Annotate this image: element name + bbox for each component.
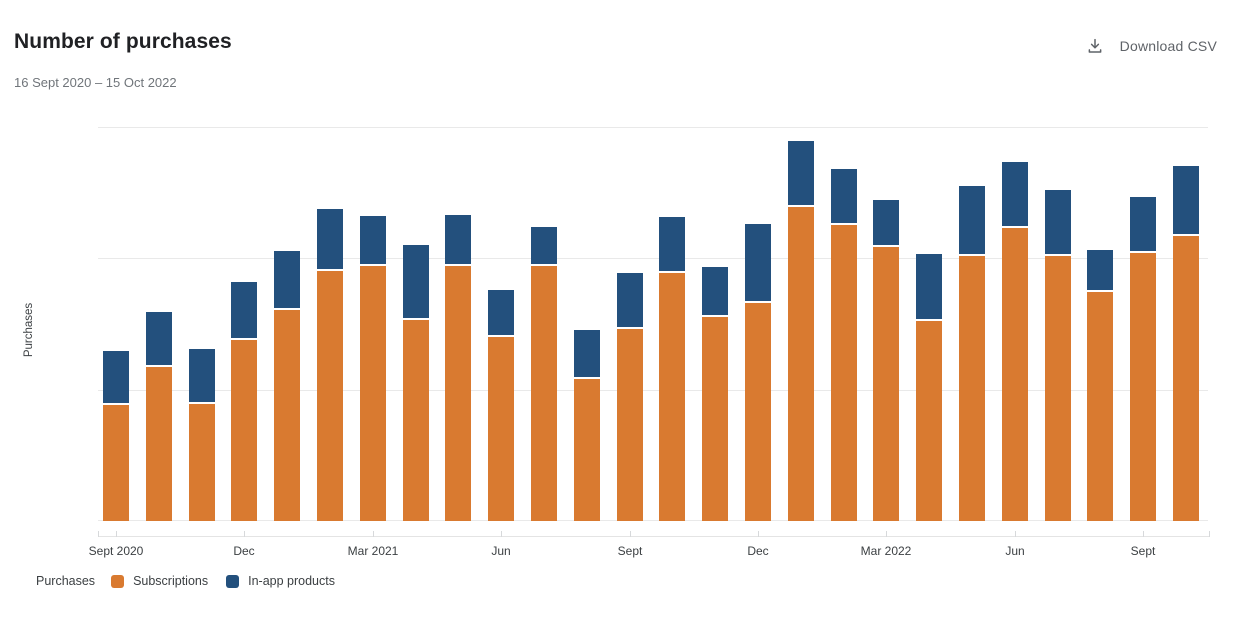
- download-csv-label: Download CSV: [1119, 38, 1217, 54]
- bar-segment-inapp-products[interactable]: [231, 282, 257, 340]
- x-axis-label: Mar 2022: [860, 544, 912, 558]
- bar-segment-subscriptions[interactable]: [103, 405, 129, 521]
- bar-segment-inapp-products[interactable]: [959, 186, 985, 256]
- bar-segment-subscriptions[interactable]: [745, 303, 771, 521]
- x-axis-tick: [630, 531, 631, 537]
- bar-segment-subscriptions[interactable]: [531, 266, 557, 521]
- bar-segment-subscriptions[interactable]: [360, 266, 386, 521]
- download-csv-button[interactable]: Download CSV: [1084, 33, 1219, 59]
- bar-segment-subscriptions[interactable]: [574, 379, 600, 521]
- x-axis-tick: [244, 531, 245, 537]
- subscriptions-swatch-icon: [111, 574, 125, 588]
- legend-item-inapp-products: In-app products: [226, 574, 335, 588]
- bar-segment-inapp-products[interactable]: [788, 141, 814, 207]
- x-axis-tick: [501, 531, 502, 537]
- bar-segment-inapp-products[interactable]: [531, 227, 557, 266]
- bar-segment-inapp-products[interactable]: [445, 215, 471, 266]
- date-range: 16 Sept 2020 – 15 Oct 2022: [14, 75, 177, 90]
- x-axis-tick: [1015, 531, 1016, 537]
- plot-area: [98, 127, 1210, 521]
- bar-segment-inapp-products[interactable]: [274, 251, 300, 310]
- x-axis-line: [98, 536, 1210, 537]
- x-axis-label: Mar 2021: [347, 544, 399, 558]
- bar-segment-inapp-products[interactable]: [617, 273, 643, 329]
- bar-segment-inapp-products[interactable]: [103, 351, 129, 405]
- x-axis-tick: [1209, 531, 1210, 537]
- x-axis-tick: [116, 531, 117, 537]
- bar-segment-subscriptions[interactable]: [788, 207, 814, 521]
- chart-legend: Purchases Subscriptions In-app products: [36, 574, 353, 588]
- bar-segment-inapp-products[interactable]: [403, 245, 429, 320]
- bar-segment-inapp-products[interactable]: [488, 290, 514, 337]
- bar-segment-subscriptions[interactable]: [488, 337, 514, 521]
- x-axis-tick: [1143, 531, 1144, 537]
- x-axis-label: Sept 2020: [88, 544, 144, 558]
- gridline: [98, 520, 1208, 521]
- bar-segment-subscriptions[interactable]: [1002, 228, 1028, 521]
- bar-segment-subscriptions[interactable]: [1130, 253, 1156, 521]
- bar-segment-inapp-products[interactable]: [702, 267, 728, 317]
- bar-segment-subscriptions[interactable]: [274, 310, 300, 521]
- x-axis-tick: [98, 531, 99, 537]
- bar-segment-subscriptions[interactable]: [403, 320, 429, 521]
- bar-segment-subscriptions[interactable]: [873, 247, 899, 521]
- bar-segment-inapp-products[interactable]: [317, 209, 343, 271]
- legend-item-subscriptions: Subscriptions: [111, 574, 208, 588]
- bar-segment-inapp-products[interactable]: [916, 254, 942, 321]
- bar-segment-inapp-products[interactable]: [873, 200, 899, 247]
- x-axis-label: Dec: [747, 544, 769, 558]
- x-axis-label: Jun: [491, 544, 511, 558]
- bar-segment-inapp-products[interactable]: [831, 169, 857, 225]
- bar-segment-inapp-products[interactable]: [189, 349, 215, 404]
- bar-segment-inapp-products[interactable]: [1087, 250, 1113, 292]
- gridline: [98, 390, 1208, 391]
- inapp-products-swatch-icon: [226, 574, 240, 588]
- x-axis-label: Dec: [233, 544, 255, 558]
- bar-segment-inapp-products[interactable]: [745, 224, 771, 303]
- x-axis-tick: [886, 531, 887, 537]
- bar-segment-subscriptions[interactable]: [317, 271, 343, 521]
- bar-segment-inapp-products[interactable]: [1130, 197, 1156, 253]
- bar-segment-subscriptions[interactable]: [916, 321, 942, 521]
- bar-segment-inapp-products[interactable]: [574, 330, 600, 379]
- x-axis: Sept 2020 Dec Mar 2021 Jun Sept Dec Mar 2022 Ju…: [89, 531, 1210, 564]
- bar-segment-subscriptions[interactable]: [189, 404, 215, 521]
- bar-segment-inapp-products[interactable]: [146, 312, 172, 367]
- bar-segment-subscriptions[interactable]: [1173, 236, 1199, 521]
- bar-segment-subscriptions[interactable]: [659, 273, 685, 521]
- bar-segment-inapp-products[interactable]: [360, 216, 386, 266]
- bar-segment-subscriptions[interactable]: [445, 266, 471, 521]
- bar-segment-subscriptions[interactable]: [617, 329, 643, 521]
- x-axis-label: Sept: [1130, 544, 1156, 558]
- x-axis-tick: [758, 531, 759, 537]
- bar-segment-inapp-products[interactable]: [1002, 162, 1028, 228]
- bar-segment-subscriptions[interactable]: [231, 340, 257, 521]
- bar-segment-subscriptions[interactable]: [1045, 256, 1071, 521]
- bar-segment-inapp-products[interactable]: [1045, 190, 1071, 256]
- bar-segment-subscriptions[interactable]: [959, 256, 985, 521]
- bar-segment-subscriptions[interactable]: [1087, 292, 1113, 521]
- bar-segment-subscriptions[interactable]: [702, 317, 728, 521]
- gridline: [98, 127, 1208, 128]
- gridline: [98, 258, 1208, 259]
- legend-label-inapp-products: In-app products: [248, 574, 335, 588]
- download-icon: [1086, 37, 1104, 55]
- bar-segment-subscriptions[interactable]: [146, 367, 172, 521]
- legend-label-subscriptions: Subscriptions: [133, 574, 209, 588]
- bar-segment-subscriptions[interactable]: [831, 225, 857, 521]
- y-axis-title: Purchases: [23, 302, 35, 358]
- x-axis-label: Sept: [617, 544, 643, 558]
- x-axis-label: Jun: [1005, 544, 1025, 558]
- legend-title: Purchases: [36, 574, 96, 588]
- bar-segment-inapp-products[interactable]: [659, 217, 685, 273]
- x-axis-tick: [373, 531, 374, 537]
- page-title: Number of purchases: [14, 30, 232, 53]
- bar-segment-inapp-products[interactable]: [1173, 166, 1199, 236]
